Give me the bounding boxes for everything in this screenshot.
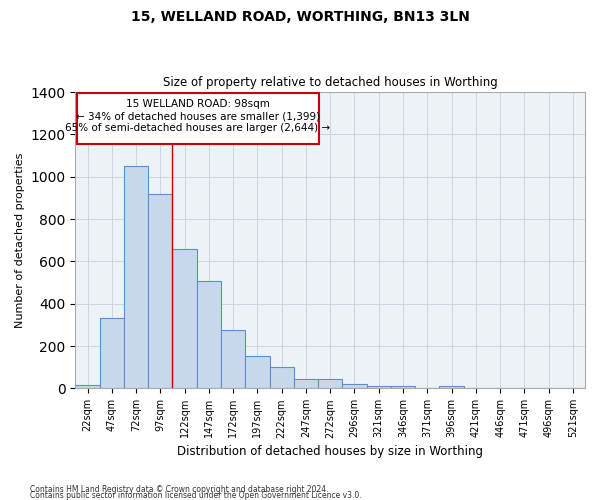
Text: 65% of semi-detached houses are larger (2,644) →: 65% of semi-detached houses are larger (… bbox=[65, 122, 331, 132]
Text: ← 34% of detached houses are smaller (1,399): ← 34% of detached houses are smaller (1,… bbox=[76, 111, 320, 121]
X-axis label: Distribution of detached houses by size in Worthing: Distribution of detached houses by size … bbox=[177, 444, 483, 458]
Text: Contains HM Land Registry data © Crown copyright and database right 2024.: Contains HM Land Registry data © Crown c… bbox=[30, 484, 329, 494]
Title: Size of property relative to detached houses in Worthing: Size of property relative to detached ho… bbox=[163, 76, 497, 90]
Bar bbox=[197, 282, 221, 389]
Y-axis label: Number of detached properties: Number of detached properties bbox=[15, 152, 25, 328]
Bar bbox=[77, 93, 319, 144]
Bar bbox=[100, 318, 124, 388]
Text: Contains public sector information licensed under the Open Government Licence v3: Contains public sector information licen… bbox=[30, 490, 362, 500]
Bar bbox=[269, 367, 294, 388]
Bar bbox=[343, 384, 367, 388]
Bar bbox=[124, 166, 148, 388]
Bar bbox=[318, 379, 343, 388]
Bar bbox=[76, 385, 100, 388]
Bar bbox=[148, 194, 172, 388]
Bar bbox=[391, 386, 415, 388]
Bar bbox=[294, 379, 318, 388]
Bar bbox=[367, 386, 391, 388]
Bar bbox=[439, 386, 464, 388]
Bar bbox=[221, 330, 245, 388]
Bar bbox=[245, 356, 269, 388]
Text: 15 WELLAND ROAD: 98sqm: 15 WELLAND ROAD: 98sqm bbox=[126, 100, 270, 110]
Bar bbox=[172, 248, 197, 388]
Text: 15, WELLAND ROAD, WORTHING, BN13 3LN: 15, WELLAND ROAD, WORTHING, BN13 3LN bbox=[131, 10, 469, 24]
